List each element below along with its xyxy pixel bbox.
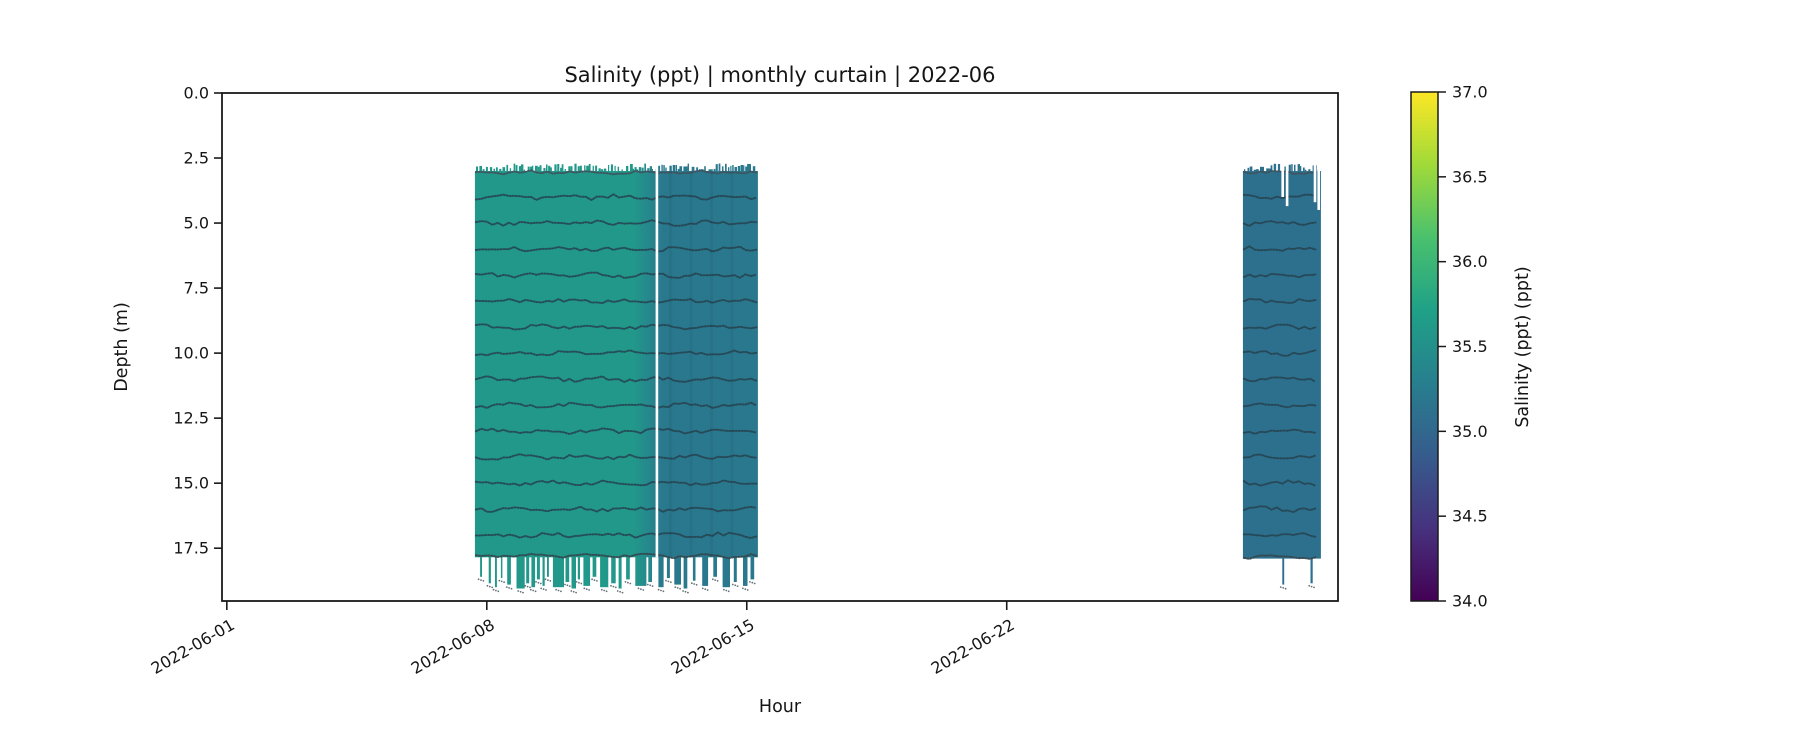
colorbar-tick-label: 36.5: [1452, 167, 1488, 186]
depth-trace: [474, 427, 758, 436]
data-gap: [1317, 163, 1320, 210]
x-axis: 2022-06-01 2022-06-08 2022-06-15 2022-06-22: [148, 601, 1018, 678]
plot-area: [474, 163, 1321, 594]
depth-trace: [474, 297, 758, 305]
colorbar-tick-label: 36.0: [1452, 252, 1488, 271]
x-tick-label: 2022-06-15: [668, 615, 758, 678]
x-axis-label: Hour: [759, 697, 802, 717]
y-axis: 0.0 2.5 5.0 7.5 10.0 12.5 15.0 17.5: [173, 84, 222, 558]
depth-trace: [1242, 479, 1317, 487]
y-tick-label: 15.0: [173, 474, 209, 493]
y-tick-label: 0.0: [184, 84, 209, 103]
axes-spines: [221, 92, 1339, 602]
depth-trace: [1242, 297, 1317, 304]
data-gap: [1285, 163, 1289, 207]
depth-trace: [1242, 193, 1317, 200]
y-tick-label: 17.5: [173, 539, 209, 558]
depth-trace: [474, 531, 758, 540]
depth-trace: [474, 169, 758, 176]
depth-trace: [474, 375, 758, 384]
y-tick-label: 10.0: [173, 344, 209, 363]
depth-trace: [1242, 453, 1317, 460]
y-tick-label: 5.0: [184, 214, 209, 233]
x-tick-label: 2022-06-08: [408, 615, 498, 678]
depth-trace: [1242, 272, 1317, 279]
depth-trace: [474, 479, 758, 487]
depth-trace: [1242, 532, 1317, 538]
y-axis-label: Depth (m): [112, 302, 132, 392]
data-gap: [1281, 163, 1284, 197]
depth-trace: [474, 193, 758, 202]
curtain-block-june-28-30: [1242, 163, 1321, 590]
x-tick-label: 2022-06-22: [928, 615, 1018, 678]
y-tick-label: 7.5: [184, 279, 209, 298]
colorbar-label: Salinity (ppt) (ppt): [1513, 266, 1533, 427]
colorbar-tick-label: 35.0: [1452, 422, 1488, 441]
colorbar: 37.0 36.5 36.0 35.5 35.0 34.5 34.0: [1410, 83, 1488, 611]
colorbar-tick-label: 37.0: [1452, 83, 1488, 102]
curtain-block-june-08-15: [474, 163, 758, 594]
depth-trace: [1242, 554, 1317, 560]
colorbar-tick-label: 34.0: [1452, 592, 1488, 611]
depth-trace: [1242, 349, 1317, 357]
depth-trace: [1242, 376, 1317, 383]
colorbar-tick-label: 35.5: [1452, 337, 1488, 356]
depth-trace: [1242, 323, 1317, 331]
depth-trace: [474, 349, 758, 357]
y-tick-label: 12.5: [173, 409, 209, 428]
depth-trace: [474, 453, 758, 461]
curtain-block: [1242, 171, 1321, 559]
depth-trace: [1242, 428, 1317, 435]
depth-trace: [1242, 402, 1317, 409]
depth-trace: [474, 505, 758, 514]
data-gap: [655, 163, 659, 558]
depth-trace: [1242, 220, 1317, 228]
depth-trace: [474, 245, 758, 253]
depth-trace: [474, 401, 758, 410]
depth-trace: [474, 323, 758, 331]
chart-render-root: 2022-06-01 2022-06-08 2022-06-15 2022-06-22…: [148, 83, 1488, 678]
depth-trace: [1242, 245, 1317, 252]
data-gap: [1313, 163, 1317, 203]
colorbar-tick-label: 34.5: [1452, 507, 1488, 526]
depth-trace: [474, 552, 758, 560]
depth-trace: [1242, 505, 1317, 514]
chart-title: Salinity (ppt) | monthly curtain | 2022-…: [564, 63, 995, 88]
curtain-block: [474, 171, 758, 558]
colorbar-gradient: [1411, 92, 1438, 601]
depth-trace: [474, 271, 758, 280]
depth-trace: [1242, 169, 1317, 176]
depth-trace: [474, 219, 758, 227]
x-tick-label: 2022-06-01: [148, 615, 238, 678]
y-tick-label: 2.5: [184, 149, 209, 168]
